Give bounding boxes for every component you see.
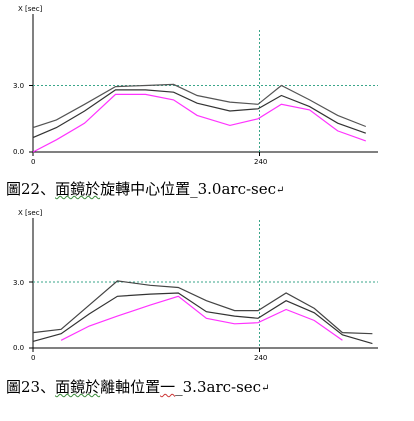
x-tick-label: 0 — [31, 158, 35, 166]
figure-caption: 圖22、面鏡於旋轉中心位置_3.0arc-sec↵ — [6, 178, 284, 199]
caption-text: 旋轉中心位置_3.0arc-sec — [100, 180, 277, 198]
x-tick-label: 0 — [31, 354, 35, 362]
return-mark: ↵ — [276, 185, 285, 196]
y-tick-label: 3.0 — [13, 279, 24, 287]
series-group — [32, 83, 367, 153]
series-line-1 — [32, 280, 373, 335]
y-tick-label: 3.0 — [13, 82, 24, 90]
x-tick-label: 240 — [254, 158, 267, 166]
y-axis-label: X [sec] — [18, 209, 43, 217]
caption-underlined-red: 一 — [160, 378, 176, 396]
caption-text-b: _3.3arc-sec — [175, 378, 262, 396]
caption-prefix: 圖22、 — [6, 180, 56, 198]
series-line-3 — [60, 295, 343, 341]
series-line-2 — [32, 292, 373, 345]
caption-underlined: 面鏡於 — [55, 378, 101, 396]
series-line-2 — [32, 89, 367, 139]
x-tick-label: 240 — [254, 354, 267, 362]
series-group — [32, 280, 373, 345]
chart-2: X [sec] 3.0 0.0 0 240 — [13, 209, 378, 362]
caption-text: 離軸位置 — [100, 378, 161, 396]
return-mark: ↵ — [261, 383, 270, 394]
figure-caption: 圖23、面鏡於離軸位置一_3.3arc-sec↵ — [6, 376, 269, 397]
series-line-3 — [32, 93, 367, 153]
caption-underlined: 面鏡於 — [55, 180, 101, 198]
y-tick-label: 0.0 — [13, 344, 24, 352]
y-axis-label: X [sec] — [18, 5, 43, 13]
caption-prefix: 圖23、 — [6, 378, 56, 396]
y-tick-label: 0.0 — [13, 148, 24, 156]
series-line-1 — [32, 83, 367, 129]
chart-1: X [sec] 3.0 0.0 0 240 — [13, 5, 378, 166]
